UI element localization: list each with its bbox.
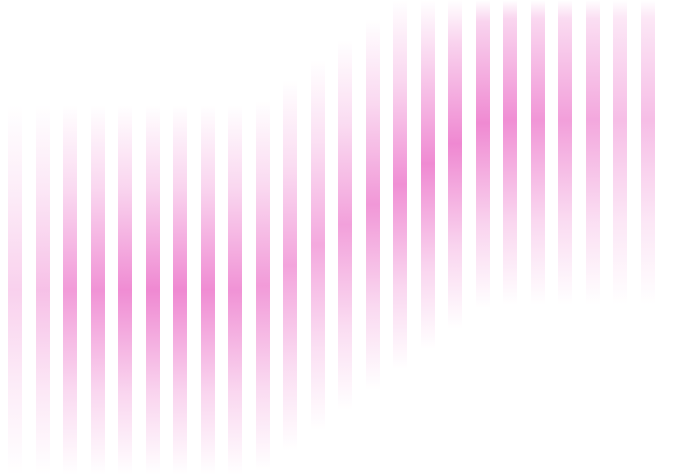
pink-stripe [118,0,132,476]
pink-stripe [63,0,77,476]
pink-stripe [475,0,490,476]
pink-stripe [558,0,572,476]
pink-stripe [640,0,655,476]
pink-stripe [173,0,187,476]
pink-stripe [393,0,407,476]
pink-stripe [503,0,517,476]
pink-stripe [35,0,50,476]
pink-stripe [338,0,352,476]
pink-stripe [365,0,380,476]
pink-stripe [613,0,627,476]
pink-stripe [8,0,22,476]
pink-stripe [585,0,600,476]
pink-stripe [145,0,160,476]
pink-stripe [448,0,462,476]
pink-stripe [228,0,242,476]
pink-stripe [310,0,325,476]
pink-stripe [255,0,270,476]
pink-stripe [420,0,435,476]
pink-stripe [530,0,545,476]
pink-stripe [90,0,105,476]
pink-stripe [200,0,215,476]
pink-stripe [283,0,297,476]
